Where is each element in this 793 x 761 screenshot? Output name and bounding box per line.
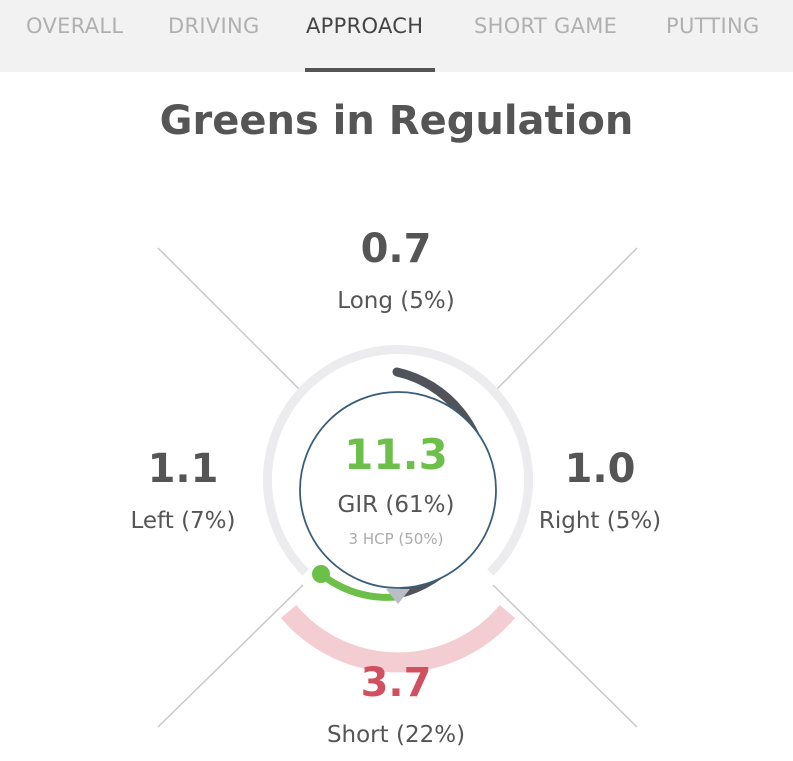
tab-bar: OVERALL DRIVING APPROACH SHORT GAME PUTT… <box>0 0 793 72</box>
active-tab-indicator <box>305 68 435 72</box>
tab-short-game[interactable]: SHORT GAME <box>474 14 618 38</box>
divider-line-top-right <box>492 247 638 394</box>
right-value: 1.0 <box>564 446 636 492</box>
left-label: Left (7%) <box>130 508 236 534</box>
dial-track-left <box>262 384 309 576</box>
divider-line-top-left <box>157 247 304 394</box>
hcp-label: 3 HCP (50%) <box>348 530 444 548</box>
hcp-marker <box>386 589 410 604</box>
short-band <box>280 604 516 673</box>
divider-line-bottom-right <box>492 584 638 728</box>
left-value: 1.1 <box>147 446 219 492</box>
tab-overall[interactable]: OVERALL <box>26 14 124 38</box>
gir-inner-circle <box>299 391 497 589</box>
short-label: Short (22%) <box>326 722 466 748</box>
tab-approach[interactable]: APPROACH <box>306 14 424 38</box>
divider-line-bottom-left <box>157 584 304 728</box>
tab-putting[interactable]: PUTTING <box>666 14 760 38</box>
right-label: Right (5%) <box>538 508 662 534</box>
page-title: Greens in Regulation <box>159 98 634 144</box>
gir-value: 11.3 <box>344 430 448 479</box>
gir-progress-dot <box>312 565 330 583</box>
long-value: 0.7 <box>360 226 432 272</box>
gir-label: GIR (61%) <box>337 492 455 518</box>
dial-track-right <box>487 384 534 576</box>
long-label: Long (5%) <box>337 288 455 314</box>
short-value: 3.7 <box>360 660 432 706</box>
dial-track-top <box>302 344 494 391</box>
tab-driving[interactable]: DRIVING <box>168 14 260 38</box>
